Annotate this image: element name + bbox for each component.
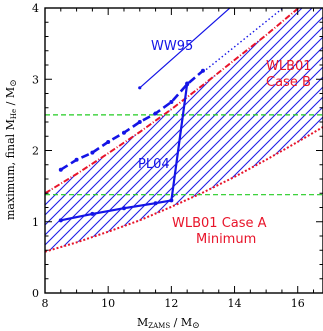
axis-ticks	[44, 7, 323, 294]
series-group	[58, 8, 285, 223]
series-point	[90, 150, 95, 155]
series-point	[153, 201, 158, 206]
x-tick-label: 10	[101, 297, 115, 310]
annotation-wlb01-a-line1: WLB01 Case A	[172, 216, 267, 231]
y-tick-label: 4	[32, 2, 39, 15]
annotation-pl04: PL04	[138, 157, 170, 172]
x-tick-label: 12	[164, 297, 178, 310]
series-line-2	[60, 69, 204, 171]
plot-area	[45, 8, 323, 253]
annotation-wlb01-a-line2: Minimum	[196, 232, 256, 247]
series-point	[185, 82, 190, 87]
x-axis-label: MZAMS / M⊙	[137, 316, 200, 331]
x-tick-label: 16	[291, 297, 305, 310]
series-point	[137, 120, 142, 124]
band-upper-boundary	[45, 8, 301, 195]
series-line-4	[202, 8, 285, 73]
band-lower-boundary	[45, 126, 323, 253]
y-tick-label: 2	[32, 145, 39, 158]
series-point	[106, 139, 111, 144]
x-tick-label: 8	[42, 297, 49, 310]
series-point	[121, 130, 126, 135]
x-tick-label: 14	[228, 297, 242, 310]
series-point	[121, 206, 126, 211]
annotation-wlb01-b-line1: WLB01	[266, 59, 312, 74]
series-point	[153, 111, 158, 116]
y-tick-label: 0	[32, 287, 39, 300]
series-line-3	[139, 8, 231, 89]
series-point	[58, 218, 63, 223]
series-line-1	[60, 83, 189, 222]
series-point	[138, 86, 142, 90]
series-point	[58, 167, 63, 172]
shaded-band	[45, 8, 323, 252]
series-point	[169, 100, 174, 105]
series-point	[74, 157, 79, 162]
series-point	[90, 211, 95, 216]
annotation-ww95: WW95	[151, 39, 193, 54]
series-point	[200, 68, 205, 73]
annotation-wlb01-b-line2: Case B	[266, 75, 311, 90]
y-tick-label: 1	[32, 216, 39, 229]
y-axis-label: maximum, final MHe / M⊙	[4, 79, 19, 220]
series-point	[169, 198, 174, 203]
y-tick-label: 3	[32, 73, 39, 86]
